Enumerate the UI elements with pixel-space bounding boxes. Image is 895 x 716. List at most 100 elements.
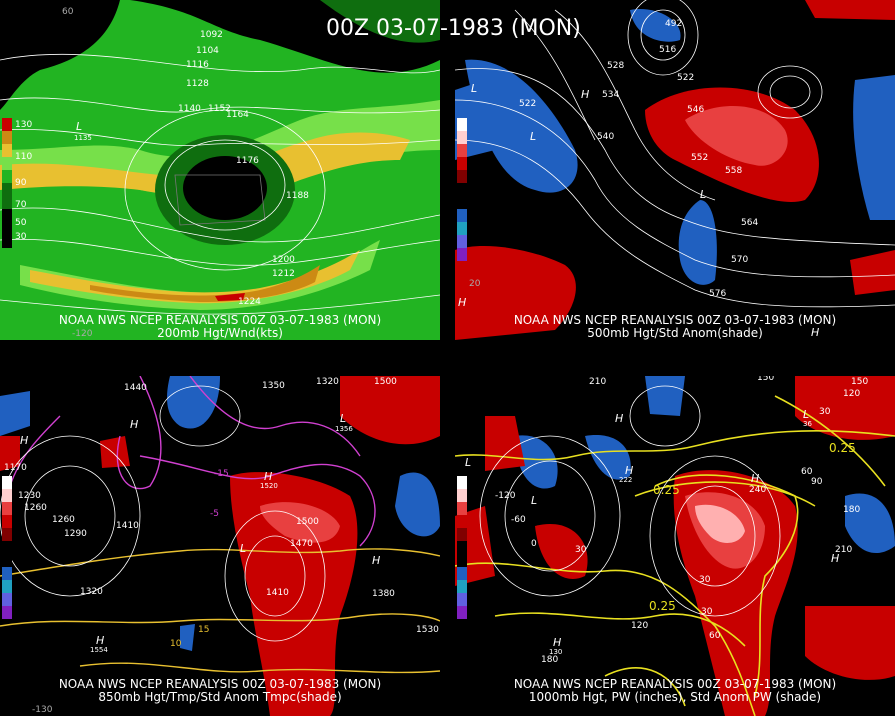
contour-label: 0 [531,539,537,549]
high-marker: H [581,88,589,101]
source-line: NOAA NWS NCEP REANALYSIS 00Z 03-07-1983 … [513,677,837,691]
map-1000mb: 210 150 150 120 30 60 90 -120 -60 0 30 1… [455,376,895,716]
marker-value: 1135 [74,134,92,142]
contour-label: 528 [607,61,624,71]
pw-label: 0.25 [829,441,856,455]
high-marker: H [372,554,380,567]
contour-label: 150 [757,376,774,383]
contour-label: 150 [851,377,868,387]
legend-anomaly [455,476,469,619]
high-marker: H [625,464,633,477]
marker-value: 222 [619,476,632,484]
contour-label: 1410 [116,521,139,531]
source-line: NOAA NWS NCEP REANALYSIS 00Z 03-07-1983 … [513,313,837,327]
legend-anomaly [455,118,469,261]
contour-label: 120 [843,389,860,399]
panel-500mb: 492 516 522 528 534 540 546 552 558 564 … [455,0,895,340]
contour-label: 1104 [196,46,219,56]
low-marker: L [76,120,82,133]
contour-label: 210 [589,377,606,387]
marker-value: 36 [803,420,812,428]
temp-label: -15 [214,469,229,479]
high-marker: H [831,552,839,565]
temp-label: 10 [170,639,182,649]
pw-label: 0.25 [649,599,676,613]
panel-850mb: 1440 1350 1320 1500 1500 1470 1410 1410 … [0,376,440,716]
contour-label: 210 [835,545,852,555]
high-marker: H [20,434,28,447]
map-500mb: 492 516 522 528 534 540 546 552 558 564 … [455,0,895,340]
contour-label: 1500 [296,517,319,527]
low-marker: L [530,130,536,143]
temp-label: 15 [198,625,209,635]
contour-label: 1350 [262,381,285,391]
high-marker: H [130,418,138,431]
panel-caption: NOAA NWS NCEP REANALYSIS 00Z 03-07-1983 … [455,314,895,340]
pw-label: 0.25 [653,483,680,497]
contour-label: 1530 [416,625,439,635]
temp-label: -5 [210,509,219,519]
source-line: NOAA NWS NCEP REANALYSIS 00Z 03-07-1983 … [58,677,382,691]
contour-label: 558 [725,166,742,176]
legend-label: 90 [15,178,27,188]
contour-label: 1500 [374,377,397,387]
contour-label: 1320 [316,377,339,387]
contour-label: 570 [731,255,748,265]
high-marker: H [751,472,759,485]
marker-value: 130 [549,648,562,656]
contour-label: 1290 [64,529,87,539]
legend-label: 30 [15,232,27,242]
panel-caption: NOAA NWS NCEP REANALYSIS 00Z 03-07-1983 … [455,678,895,704]
contour-label: 1200 [272,255,295,265]
contour-label: 60 [709,631,721,641]
contour-label: 1092 [200,30,223,40]
low-marker: L [531,494,537,507]
contour-label: 1140 [178,104,201,114]
contour-label: 60 [801,467,813,477]
contour-label: 30 [699,575,711,585]
contour-label: 180 [843,505,860,515]
field-line: 1000mb Hgt, PW (inches), Std Anom PW (sh… [528,690,822,704]
contour-label: 1380 [372,589,395,599]
contour-label: 1410 [266,588,289,598]
legend-anomaly [0,476,14,619]
map-850mb: 1440 1350 1320 1500 1500 1470 1410 1410 … [0,376,440,716]
low-marker: L [700,188,706,201]
contour-label: 1230 [18,491,41,501]
field-line: 200mb Hgt/Wnd(kts) [157,326,283,340]
contour-label: 564 [741,218,758,228]
contour-label: -120 [495,491,516,501]
marker-value: 1554 [90,646,108,654]
marker-value: 1520 [260,482,278,490]
low-marker: L [465,456,471,469]
lon-label: 20 [469,279,481,289]
legend-label: 50 [15,218,27,228]
contour-label: 552 [691,153,708,163]
contour-label: 1260 [52,515,75,525]
high-marker: H [458,296,466,309]
legend-label: 70 [15,200,27,210]
source-line: NOAA NWS NCEP REANALYSIS 00Z 03-07-1983 … [58,313,382,327]
marker-value: 1356 [335,425,353,433]
contour-label: 1170 [4,463,27,473]
contour-label: 516 [659,45,676,55]
contour-label: -60 [511,515,526,525]
contour-label: 1128 [186,79,209,89]
contour-label: 90 [811,477,823,487]
field-line: 500mb Hgt/Std Anom(shade) [587,326,763,340]
contour-label: 30 [575,545,587,555]
panel-1000mb: 210 150 150 120 30 60 90 -120 -60 0 30 1… [455,376,895,716]
field-line: 850mb Hgt/Tmp/Std Anom Tmpc(shade) [98,690,342,704]
contour-label: 534 [602,90,619,100]
contour-label: 1470 [290,539,313,549]
contour-label: 30 [819,407,831,417]
contour-label: 1188 [286,191,309,201]
high-marker: H [553,636,561,649]
contour-label: 1320 [80,587,103,597]
lon-label: 60 [62,7,74,17]
low-marker: L [471,82,477,95]
page-title: 00Z 03-07-1983 (MON) [326,16,581,41]
panel-caption: NOAA NWS NCEP REANALYSIS 00Z 03-07-1983 … [0,678,440,704]
contour-label: 1116 [186,60,209,70]
lon-label: -130 [32,705,53,715]
